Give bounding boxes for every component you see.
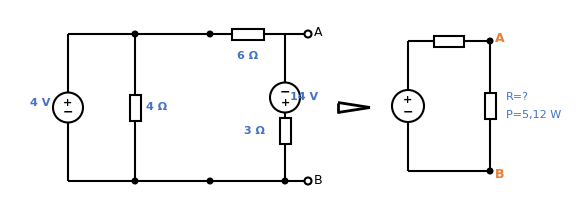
Text: 3 Ω: 3 Ω — [244, 125, 265, 135]
Circle shape — [487, 38, 493, 44]
Text: A: A — [495, 32, 505, 45]
Text: 6 Ω: 6 Ω — [237, 51, 258, 61]
Text: 4 V: 4 V — [29, 98, 50, 108]
Circle shape — [487, 168, 493, 174]
Text: −: − — [403, 106, 413, 119]
Circle shape — [305, 31, 312, 37]
Bar — [434, 36, 464, 46]
Text: P=5,12 W: P=5,12 W — [506, 110, 561, 120]
Text: +: + — [63, 98, 73, 107]
Text: −: − — [63, 106, 73, 119]
Circle shape — [207, 31, 213, 37]
Circle shape — [132, 31, 138, 37]
Text: A: A — [314, 27, 322, 40]
Ellipse shape — [392, 90, 424, 122]
Text: 14 V: 14 V — [290, 93, 318, 102]
Bar — [231, 28, 264, 40]
Bar — [279, 117, 291, 144]
Ellipse shape — [53, 93, 83, 122]
Bar — [130, 94, 140, 121]
Text: B: B — [495, 167, 504, 181]
Text: −: − — [280, 86, 290, 99]
Text: 4 Ω: 4 Ω — [146, 102, 167, 112]
Text: +: + — [281, 98, 289, 107]
Text: +: + — [403, 95, 413, 105]
Circle shape — [207, 178, 213, 184]
Circle shape — [305, 177, 312, 185]
Text: B: B — [314, 173, 323, 186]
Ellipse shape — [270, 83, 300, 112]
Text: R=?: R=? — [506, 92, 529, 102]
Circle shape — [282, 178, 288, 184]
Bar — [484, 93, 495, 119]
Circle shape — [132, 178, 138, 184]
